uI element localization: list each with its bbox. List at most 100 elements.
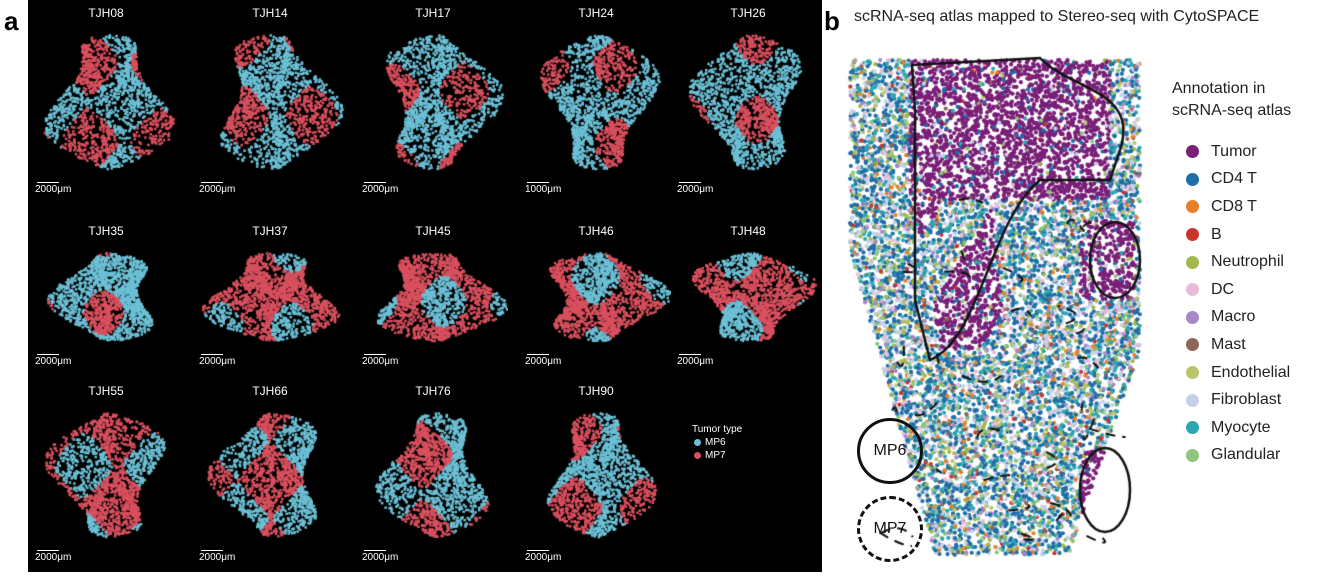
- sample-tjh14: TJH14 2000μm: [195, 0, 345, 200]
- legend-label: Neutrophil: [1211, 253, 1284, 271]
- scale-bar: [37, 354, 59, 355]
- legend-label: Myocyte: [1211, 418, 1271, 436]
- cell-type-dot-icon: [1186, 172, 1199, 186]
- sample-title: TJH46: [578, 224, 614, 238]
- scale-bar: [201, 182, 223, 183]
- legend-label: Tumor: [1211, 142, 1257, 160]
- mp7-dot-icon: [694, 452, 701, 459]
- cell-type-dot-icon: [1186, 145, 1199, 159]
- tissue-image: [36, 400, 181, 548]
- tissue-image: [678, 22, 823, 180]
- mp6-region-key: MP6: [857, 418, 923, 484]
- legend-item-macro: Macro: [1186, 304, 1291, 332]
- scale-label: 2000μm: [525, 356, 562, 367]
- sample-tjh24: TJH24 1000μm: [521, 0, 671, 200]
- sample-title: TJH90: [578, 384, 614, 398]
- legend-item-glandular: Glandular: [1186, 442, 1291, 470]
- legend-label: MP7: [705, 450, 726, 461]
- scale-label: 2000μm: [525, 552, 562, 563]
- scale-bar: [201, 354, 223, 355]
- scale-bar: [527, 550, 549, 551]
- legend-item-b: B: [1186, 221, 1291, 249]
- panel-b-label: b: [824, 6, 840, 36]
- mp7-region-key: MP7: [857, 496, 923, 562]
- scale-bar: [364, 182, 386, 183]
- scale-label: 2000μm: [677, 184, 714, 195]
- sample-title: TJH17: [415, 6, 451, 20]
- scale-label: 2000μm: [199, 356, 236, 367]
- sample-tjh45: TJH45 2000μm: [358, 218, 508, 418]
- scale-label: 2000μm: [362, 356, 399, 367]
- panel-a-label: a: [4, 6, 19, 36]
- legend-label: Mast: [1211, 335, 1246, 353]
- cell-type-dot-icon: [1186, 228, 1199, 242]
- legend-item-cd4-t: CD4 T: [1186, 166, 1291, 194]
- cell-type-dot-icon: [1186, 200, 1199, 214]
- sample-title: TJH08: [88, 6, 124, 20]
- tissue-image: [36, 22, 181, 180]
- legend-title: Tumor type: [692, 424, 743, 435]
- legend-label: MP6: [705, 437, 726, 448]
- tissue-image: [526, 240, 671, 352]
- sample-title: TJH45: [415, 224, 451, 238]
- panel-b-title: scRNA-seq atlas mapped to Stereo-seq wit…: [854, 8, 1260, 25]
- cell-type-dot-icon: [1186, 421, 1199, 435]
- sample-tjh46: TJH46 2000μm: [521, 218, 671, 418]
- legend-label: CD4 T: [1211, 170, 1257, 188]
- legend-item-myocyte: Myocyte: [1186, 414, 1291, 442]
- scale-label: 2000μm: [362, 184, 399, 195]
- scale-bar: [527, 354, 549, 355]
- scale-bar: [364, 354, 386, 355]
- scale-bar: [37, 550, 59, 551]
- cell-type-dot-icon: [1186, 366, 1199, 380]
- scale-bar: [364, 550, 386, 551]
- sample-title: TJH35: [88, 224, 124, 238]
- legend-item-cd8-t: CD8 T: [1186, 193, 1291, 221]
- cell-type-dot-icon: [1186, 310, 1199, 324]
- legend-title-line2: scRNA-seq atlas: [1172, 102, 1292, 119]
- scale-bar: [679, 354, 701, 355]
- scale-label: 2000μm: [35, 552, 72, 563]
- legend-label: DC: [1211, 280, 1235, 298]
- tissue-image: [526, 22, 671, 180]
- tissue-image: [526, 400, 671, 548]
- sample-title: TJH24: [578, 6, 614, 20]
- tissue-image: [36, 240, 181, 352]
- sample-tjh35: TJH35 2000μm: [31, 218, 181, 418]
- sample-title: TJH14: [252, 6, 288, 20]
- panel-b-cytospace: scRNA-seq atlas mapped to Stereo-seq wit…: [830, 0, 1335, 574]
- legend-item-tumor: Tumor: [1186, 138, 1291, 166]
- tissue-image: [200, 400, 345, 548]
- scale-label: 2000μm: [677, 356, 714, 367]
- legend-label: B: [1211, 225, 1222, 243]
- tissue-image: [200, 240, 345, 352]
- cell-type-dot-icon: [1186, 338, 1199, 352]
- legend-item-mp7: MP7: [694, 450, 742, 461]
- sample-title: TJH37: [252, 224, 288, 238]
- cell-type-dot-icon: [1186, 283, 1199, 297]
- tissue-image: [363, 240, 508, 352]
- legend-item-dc: DC: [1186, 276, 1291, 304]
- tissue-image: [200, 22, 345, 180]
- scale-bar: [679, 182, 701, 183]
- legend-item-mast: Mast: [1186, 331, 1291, 359]
- sample-tjh55: TJH55 2000μm: [31, 378, 181, 578]
- legend-title-line1: Annotation in: [1172, 80, 1266, 97]
- panel-a-spatial-maps: TJH08 2000μm TJH14 2000μm TJH17 2000μm TJH2…: [28, 0, 823, 572]
- sample-tjh90: TJH90 2000μm: [521, 378, 671, 578]
- legend-item-neutrophil: Neutrophil: [1186, 248, 1291, 276]
- scale-label: 2000μm: [35, 184, 72, 195]
- scale-label: 2000μm: [362, 552, 399, 563]
- sample-tjh37: TJH37 2000μm: [195, 218, 345, 418]
- sample-title: TJH48: [730, 224, 766, 238]
- tissue-cell-map: [840, 50, 1160, 565]
- tumor-type-legend: Tumor type MP6 MP7: [692, 424, 742, 461]
- cell-type-dot-icon: [1186, 448, 1199, 462]
- sample-tjh66: TJH66 2000μm: [195, 378, 345, 578]
- scale-label: 2000μm: [199, 552, 236, 563]
- legend-label: CD8 T: [1211, 197, 1257, 215]
- sample-tjh48: TJH48 2000μm: [673, 218, 823, 418]
- sample-title: TJH55: [88, 384, 124, 398]
- scale-bar: [527, 182, 549, 183]
- scale-bar: [37, 182, 59, 183]
